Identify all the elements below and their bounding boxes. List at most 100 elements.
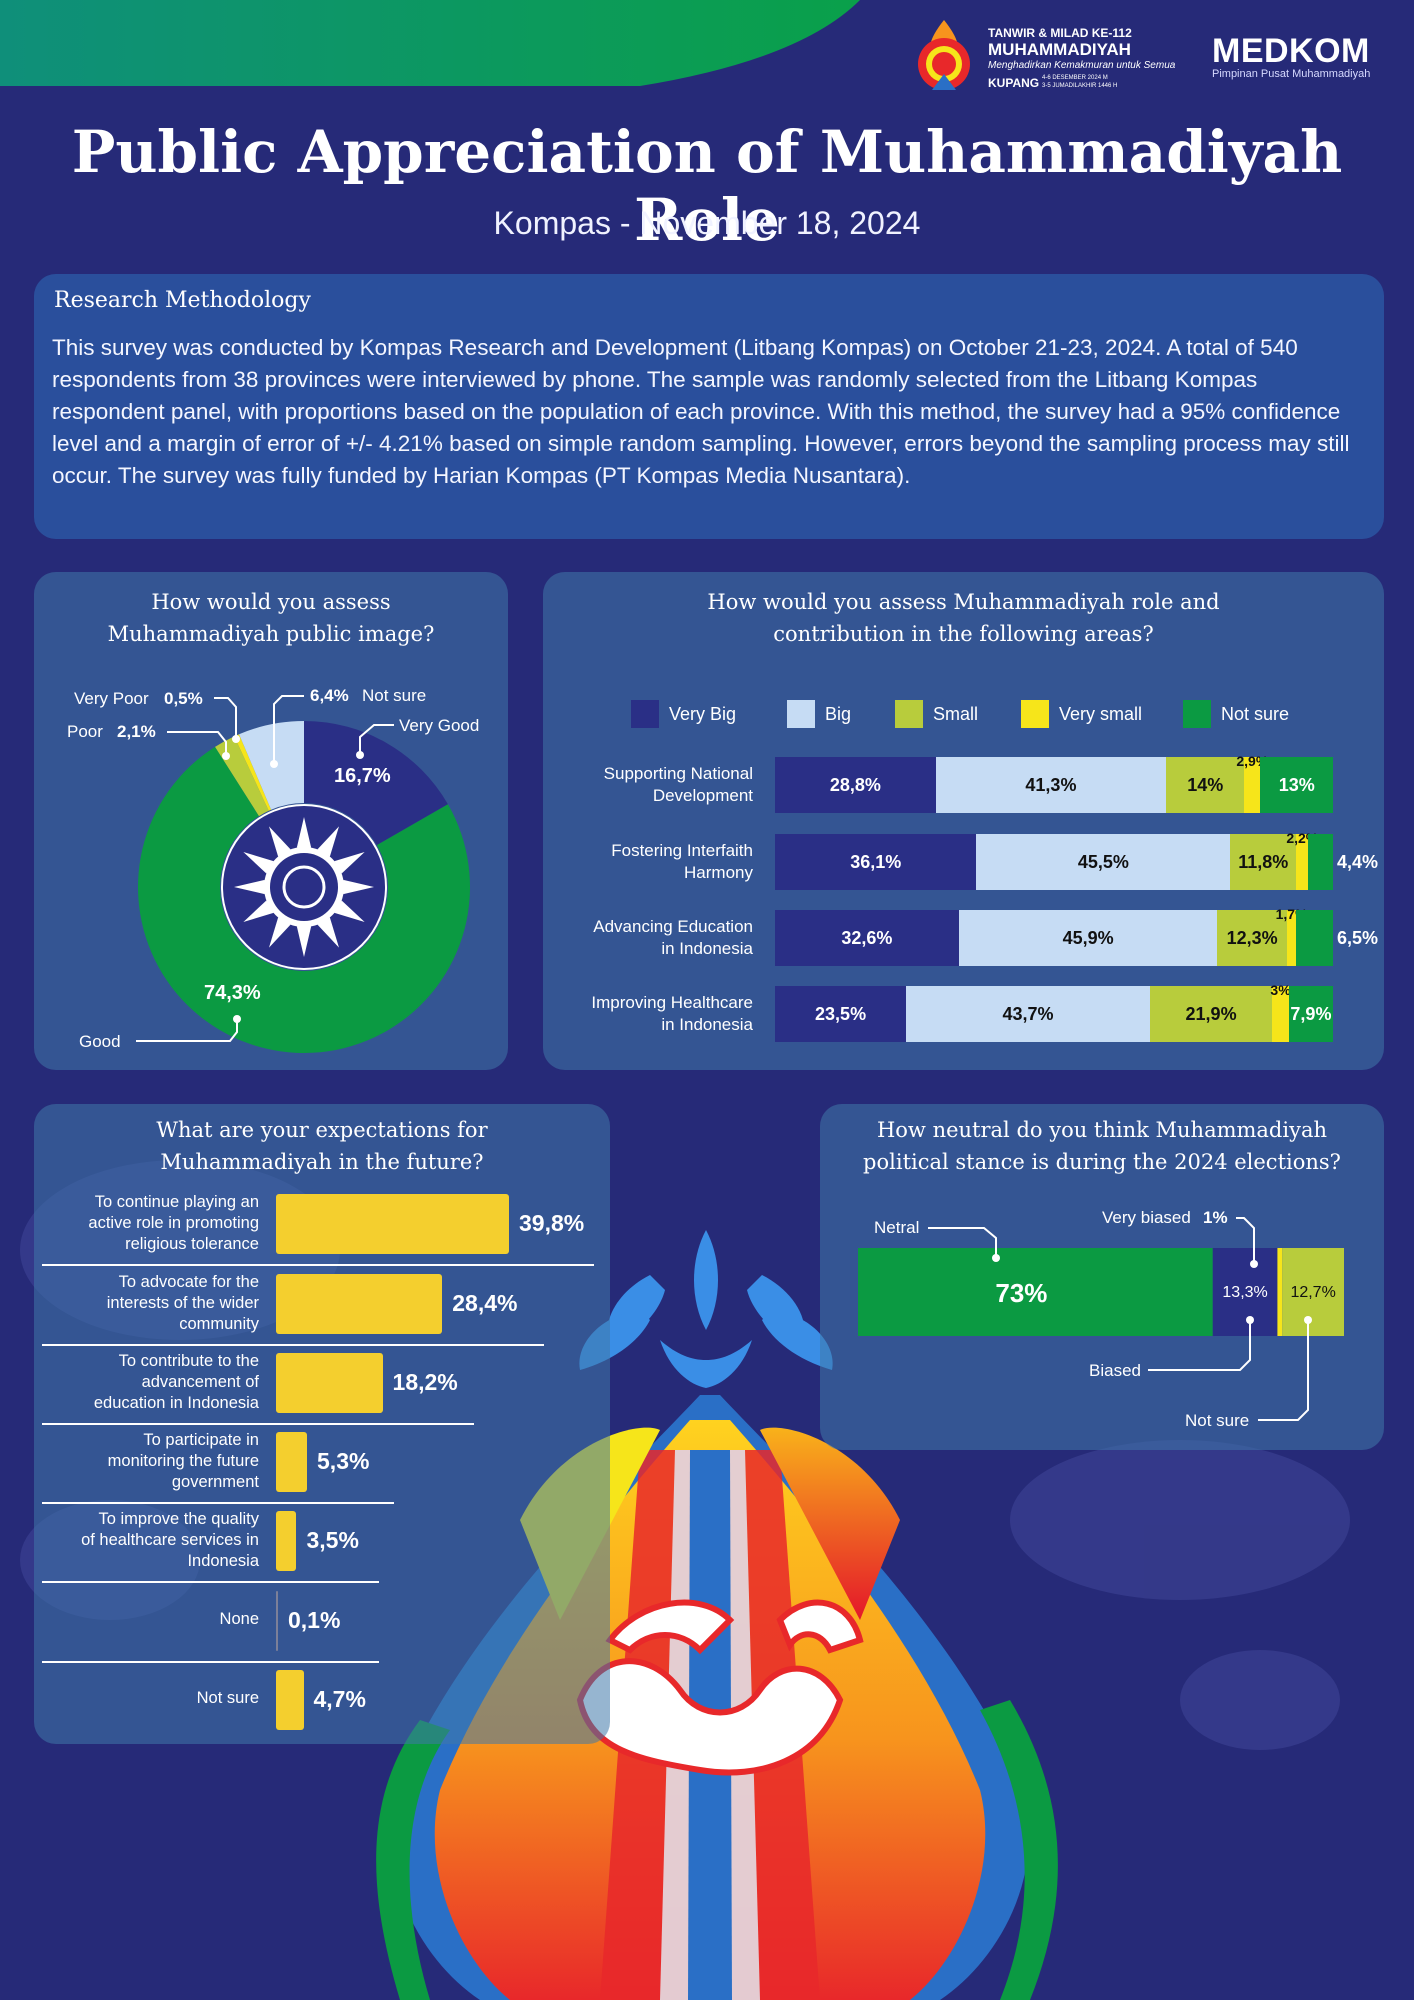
- neutral-segment-biased: [1212, 1248, 1278, 1336]
- neutral-leader-not-sure: [1258, 1320, 1309, 1421]
- methodology-text: This survey was conducted by Kompas Rese…: [52, 335, 1350, 488]
- logo-line3: Menghadirkan Kemakmuran untuk Semua: [988, 60, 1176, 71]
- category-label-1: Supporting National Development: [603, 764, 753, 805]
- expectation-label-6: None: [219, 1610, 259, 1628]
- neutral-value-biased: 13,3%: [1222, 1284, 1267, 1301]
- bar-segment-very-small-1: 2,9%: [1236, 753, 1268, 813]
- bar-segment-not-sure-3: 6,5%: [1296, 910, 1378, 966]
- expectations-title: What are your expectations for Muhammadi…: [156, 1118, 488, 1174]
- expectation-bar-3: [276, 1353, 383, 1413]
- expectation-value-3: 18,2%: [392, 1369, 458, 1395]
- bar-segment-big-3: 45,9%: [958, 910, 1218, 966]
- bar-value-label: 41,3%: [1025, 774, 1077, 795]
- bar-value-label: 2,9%: [1236, 753, 1269, 769]
- neutral-segment-not-sure: [1282, 1248, 1344, 1336]
- bar-segment-very-small-3: 1,7%: [1276, 906, 1308, 966]
- bar-segment-big-1: 41,3%: [935, 757, 1167, 813]
- bar-segment-big-4: 43,7%: [906, 986, 1150, 1042]
- bar-value-label: 11,8%: [1238, 851, 1289, 872]
- pie-label-good: Good: [79, 1032, 121, 1051]
- methodology-panel: Research Methodology This survey was con…: [34, 274, 1384, 539]
- bar-segment-not-sure-1: 13%: [1260, 757, 1333, 813]
- bar-value-label: 3%: [1270, 982, 1291, 998]
- pie-slice-very-good: [304, 721, 448, 846]
- role-areas-panel: How would you assess Muhammadiyah role a…: [543, 572, 1384, 1070]
- bar-segment-not-sure-2: 4,4%: [1308, 834, 1378, 890]
- category-label-4: Improving Healthcare in Indonesia: [591, 993, 753, 1034]
- pie-label-very-poor: Very Poor: [74, 689, 149, 708]
- pie-leader-very-poor: [214, 697, 237, 739]
- legend-item-very-small: Very small: [1021, 700, 1142, 728]
- bar-value-label: 45,5%: [1077, 851, 1129, 872]
- bar-value-label: 7,9%: [1290, 1003, 1332, 1024]
- pie-label-very-good: Very Good: [399, 716, 479, 735]
- tanwir-milad-logo: TANWIR & MILAD KE-112 MUHAMMADIYAH Mengh…: [912, 18, 1182, 98]
- neutral-label-very-biased: Very biased: [1102, 1208, 1191, 1227]
- bar-segment-big-2: 45,5%: [976, 834, 1231, 890]
- role-areas-title: How would you assess Muhammadiyah role a…: [707, 590, 1220, 646]
- logo-line5b: 3-5 JUMADILAKHIR 1446 H: [1042, 83, 1118, 89]
- expectation-divider: [42, 1581, 379, 1583]
- pie-leader-very-good: [359, 724, 394, 755]
- page-title: Public Appreciation of Muhammadiyah Role: [71, 118, 1343, 254]
- bar-segment-very-big-2: 36,1%: [775, 834, 977, 890]
- logo-line2: MUHAMMADIYAH: [988, 40, 1131, 59]
- legend-label-small: Small: [933, 703, 979, 724]
- neutrality-stacked-bar: 73% 13,3% 12,7% Netral Very biased 1% Biased No…: [858, 1208, 1344, 1430]
- legend-swatch-not-sure: [1183, 700, 1211, 728]
- legend-label-very-big: Very Big: [669, 703, 737, 724]
- pie-value-not-sure: 6,4%: [310, 686, 349, 705]
- expectation-label-4: To participate in monitoring the future go…: [107, 1431, 259, 1491]
- pie-label-poor: Poor: [67, 722, 103, 741]
- pie-leader-poor: [167, 731, 227, 756]
- pie-slice-good: [138, 746, 470, 1053]
- page-subtitle: Kompas - November 18, 2024: [493, 205, 921, 241]
- bar-value-label: 12,3%: [1226, 927, 1278, 948]
- expectation-bar-6: [276, 1591, 278, 1651]
- expectation-value-6: 0,1%: [288, 1607, 341, 1633]
- legend-item-very-big: Very Big: [631, 700, 736, 728]
- public-image-pie-chart: 16,7% Very Good 74,3% Good Poor 2,1% Very Poor…: [67, 686, 479, 1053]
- bar-value-label: 4,4%: [1336, 851, 1379, 872]
- expectation-value-4: 5,3%: [317, 1448, 370, 1474]
- bar-value-label: 6,5%: [1336, 927, 1379, 948]
- expectations-panel: What are your expectations for Muhammadi…: [34, 1104, 610, 1744]
- methodology-title: Research Methodology: [54, 288, 311, 313]
- bar-value-label: 45,9%: [1062, 927, 1114, 948]
- bar-value-label: 13%: [1278, 774, 1315, 795]
- expectation-value-5: 3,5%: [306, 1527, 359, 1553]
- neutrality-panel: How neutral do you think Muhammadiyah po…: [820, 1104, 1384, 1450]
- neutral-value-not-sure: 12,7%: [1290, 1284, 1335, 1301]
- bar-segment-very-big-4: 23,5%: [775, 986, 907, 1042]
- legend-swatch-very-small: [1021, 700, 1049, 728]
- pie-leader-not-sure: [273, 695, 304, 764]
- expectation-label-3: To contribute to the advancement of educat…: [93, 1352, 259, 1412]
- bar-value-label: 14%: [1187, 774, 1224, 795]
- expectation-divider: [42, 1502, 394, 1504]
- bar-segment-not-sure-4: 7,9%: [1288, 986, 1333, 1042]
- expectation-divider: [42, 1423, 474, 1425]
- expectation-value-2: 28,4%: [452, 1290, 518, 1316]
- expectation-label-2: To advocate for the interests of the wide…: [106, 1273, 259, 1333]
- expectation-divider: [42, 1661, 379, 1663]
- neutral-label-biased: Biased: [1089, 1361, 1141, 1380]
- neutral-value-netral: 73%: [995, 1278, 1047, 1308]
- neutral-value-very-biased: 1%: [1203, 1208, 1228, 1227]
- muhammadiyah-milad-emblem-icon: [918, 20, 970, 90]
- legend-swatch-big: [787, 700, 815, 728]
- neutrality-title: How neutral do you think Muhammadiyah po…: [863, 1118, 1341, 1174]
- bar-value-label: 23,5%: [815, 1003, 867, 1024]
- bar-value-label: 28,8%: [829, 774, 881, 795]
- bar-segment-small-1: 14%: [1166, 757, 1245, 813]
- neutral-label-netral: Netral: [874, 1218, 919, 1237]
- pie-leader-good: [136, 1019, 238, 1042]
- expectation-divider: [42, 1344, 544, 1346]
- bar-segment-very-small-4: 3%: [1270, 982, 1291, 1042]
- expectation-label-1: To continue playing an active role in pro…: [88, 1193, 259, 1253]
- legend-label-big: Big: [825, 703, 852, 724]
- legend-item-big: Big: [787, 700, 851, 728]
- legend-item-small: Small: [895, 700, 978, 728]
- bar-segment-small-4: 21,9%: [1149, 986, 1273, 1042]
- category-label-3: Advancing Education in Indonesia: [593, 917, 753, 958]
- neutral-leader-very-biased: [1236, 1217, 1255, 1264]
